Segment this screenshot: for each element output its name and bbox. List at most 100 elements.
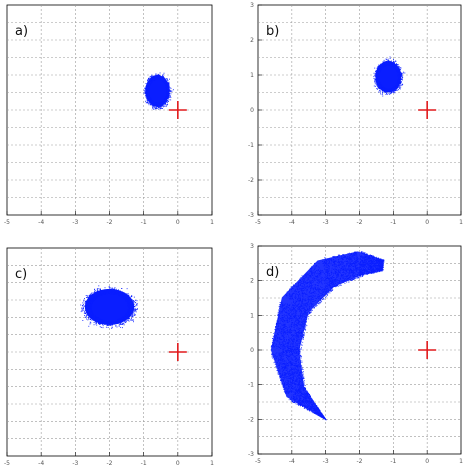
scatter-point bbox=[91, 315, 93, 317]
scatter-point bbox=[386, 62, 388, 64]
scatter-point bbox=[90, 306, 92, 308]
scatter-point bbox=[160, 103, 161, 105]
scatter-point bbox=[154, 78, 156, 80]
scatter-point bbox=[167, 91, 169, 93]
scatter-point bbox=[109, 293, 111, 294]
scatter-point bbox=[399, 83, 401, 84]
scatter-point bbox=[119, 294, 120, 296]
scatter-point bbox=[153, 107, 155, 109]
scatter-point bbox=[383, 87, 384, 89]
scatter-point bbox=[158, 104, 160, 106]
scatter-point bbox=[125, 296, 127, 298]
scatter-point bbox=[396, 85, 398, 87]
scatter-point bbox=[396, 65, 398, 67]
scatter-point bbox=[98, 294, 100, 296]
scatter-point bbox=[123, 319, 125, 321]
scatter-point bbox=[153, 109, 155, 110]
scatter-point bbox=[169, 96, 171, 98]
scatter-point bbox=[389, 65, 391, 67]
scatter-point bbox=[93, 293, 95, 295]
scatter-point bbox=[119, 322, 121, 324]
scatter-point bbox=[128, 300, 130, 302]
scatter-point bbox=[134, 309, 136, 311]
scatter-point bbox=[399, 74, 401, 76]
scatter-point bbox=[127, 299, 129, 300]
scatter-point bbox=[172, 89, 174, 91]
scatter-point bbox=[95, 317, 97, 319]
scatter-point bbox=[132, 316, 134, 318]
scatter-point bbox=[386, 63, 387, 65]
scatter-point bbox=[378, 76, 380, 78]
scatter-point bbox=[399, 80, 401, 82]
scatter-point bbox=[88, 304, 90, 306]
scatter-point bbox=[129, 307, 131, 309]
scatter-point bbox=[156, 104, 158, 106]
scatter-point bbox=[133, 321, 134, 323]
scatter-point bbox=[397, 73, 399, 75]
scatter-point bbox=[159, 77, 161, 79]
scatter-point bbox=[106, 321, 108, 323]
scatter-point bbox=[83, 312, 85, 314]
scatter-point bbox=[169, 88, 171, 90]
scatter-point bbox=[117, 322, 119, 324]
scatter-point bbox=[111, 293, 112, 295]
scatter-point bbox=[107, 327, 109, 328]
scatter-point bbox=[85, 295, 87, 296]
scatter-point bbox=[391, 61, 393, 63]
scatter-point bbox=[378, 64, 380, 66]
scatter-point bbox=[103, 322, 105, 324]
scatter-point bbox=[124, 296, 126, 298]
scatter-point bbox=[107, 323, 109, 325]
scatter-point bbox=[376, 74, 378, 76]
scatter-point bbox=[158, 106, 160, 108]
scatter-point bbox=[117, 321, 119, 323]
scatter-point bbox=[126, 317, 128, 319]
scatter-point bbox=[159, 77, 161, 78]
scatter-point bbox=[166, 87, 168, 89]
scatter-point bbox=[97, 290, 99, 292]
scatter-point bbox=[168, 92, 170, 94]
scatter-point bbox=[376, 75, 378, 77]
scatter-point bbox=[149, 100, 151, 102]
scatter-point bbox=[123, 324, 125, 326]
scatter-point bbox=[378, 67, 380, 69]
scatter-point bbox=[379, 85, 381, 87]
scatter-point bbox=[377, 77, 379, 79]
scatter-point bbox=[389, 62, 390, 64]
scatter-point bbox=[90, 299, 92, 301]
scatter-point bbox=[166, 81, 168, 83]
scatter-point bbox=[101, 292, 102, 294]
scatter-point bbox=[128, 294, 130, 296]
scatter-point bbox=[166, 82, 168, 84]
scatter-point bbox=[165, 96, 167, 98]
scatter-point bbox=[149, 99, 151, 101]
x-tick-label: 1 bbox=[459, 458, 463, 465]
scatter-point bbox=[82, 302, 84, 304]
scatter-point bbox=[394, 86, 396, 88]
scatter-point bbox=[86, 305, 88, 307]
scatter-point bbox=[380, 67, 382, 69]
scatter-point bbox=[156, 107, 158, 109]
scatter-point bbox=[88, 306, 90, 308]
scatter-point bbox=[111, 321, 113, 323]
scatter-point bbox=[164, 81, 166, 83]
scatter-point bbox=[82, 308, 84, 310]
scatter-point bbox=[104, 292, 105, 294]
scatter-point bbox=[152, 103, 153, 105]
scatter-point bbox=[164, 78, 166, 80]
scatter-point bbox=[123, 294, 125, 296]
scatter-point bbox=[379, 70, 381, 72]
scatter-point bbox=[92, 294, 94, 296]
scatter-point bbox=[88, 316, 90, 318]
scatter-point bbox=[395, 67, 397, 68]
scatter-point bbox=[124, 317, 126, 319]
scatter-point bbox=[88, 309, 90, 311]
scatter-point bbox=[152, 102, 153, 104]
scatter-point bbox=[88, 300, 90, 302]
scatter-point bbox=[396, 86, 398, 88]
scatter-point bbox=[400, 86, 402, 88]
scatter-point bbox=[100, 295, 102, 296]
scatter-point bbox=[156, 77, 158, 79]
scatter-point bbox=[380, 84, 382, 85]
